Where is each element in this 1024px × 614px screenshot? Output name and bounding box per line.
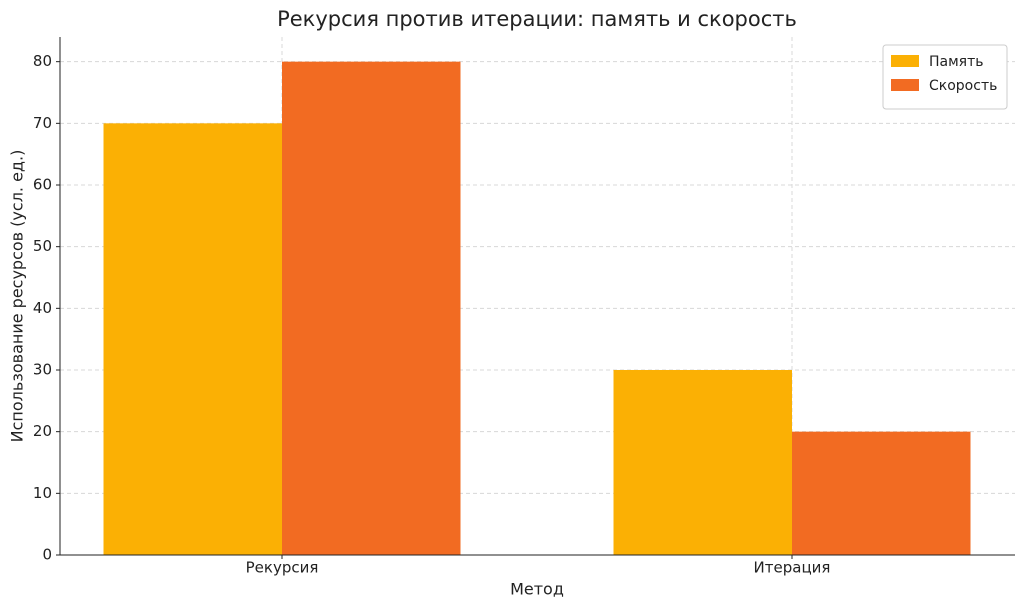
x-tick-label: Рекурсия [246, 559, 319, 577]
y-tick-label: 30 [33, 361, 52, 379]
bar [103, 123, 282, 555]
legend-swatch [891, 79, 919, 91]
x-tick-label: Итерация [754, 559, 831, 577]
legend-label: Скорость [929, 78, 997, 94]
y-tick-label: 80 [33, 52, 52, 70]
chart-title: Рекурсия против итерации: память и скоро… [277, 7, 797, 31]
y-tick-label: 50 [33, 237, 52, 255]
y-tick-label: 70 [33, 114, 52, 132]
y-tick-label: 20 [33, 422, 52, 440]
y-tick-label: 10 [33, 484, 52, 502]
y-tick-label: 40 [33, 299, 52, 317]
legend-swatch [891, 55, 919, 67]
bar [282, 61, 461, 556]
y-axis-label: Использование ресурсов (усл. ед.) [8, 150, 27, 443]
bar [613, 370, 792, 555]
bar [792, 431, 971, 555]
y-tick-label: 0 [42, 546, 52, 564]
x-axis-label: Метод [510, 580, 564, 599]
y-tick-label: 60 [33, 176, 52, 194]
legend-label: Память [929, 54, 984, 70]
